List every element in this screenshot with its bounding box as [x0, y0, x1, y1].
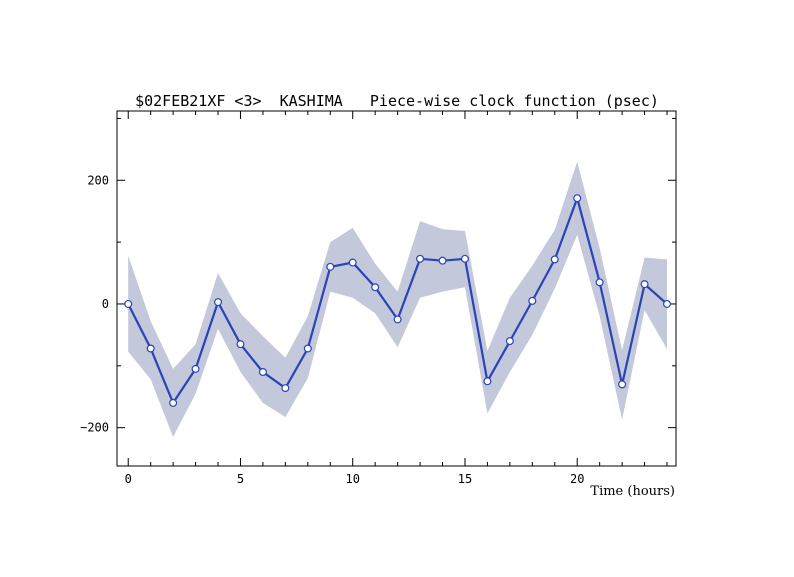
data-point: [528, 296, 537, 305]
data-point: [214, 298, 223, 307]
data-point: [169, 398, 178, 407]
y-tick-label: 200: [87, 173, 109, 187]
x-tick-label: 10: [345, 472, 359, 486]
x-axis-label: Time (hours): [590, 484, 675, 499]
chart-title: $02FEB21XF <3> KASHIMA Piece-wise clock …: [135, 92, 659, 110]
x-tick-label: 5: [237, 472, 244, 486]
data-point: [573, 194, 582, 203]
data-point: [393, 315, 402, 324]
x-tick-label: 20: [570, 472, 584, 486]
x-tick-label: 0: [125, 472, 132, 486]
data-point: [618, 380, 627, 389]
plot-frame: [116, 110, 677, 467]
data-point: [640, 280, 649, 289]
uncertainty-band: [128, 161, 667, 437]
data-point: [663, 299, 672, 308]
data-point: [348, 258, 357, 267]
data-point: [550, 255, 559, 264]
data-point: [326, 262, 335, 271]
data-point: [191, 364, 200, 373]
y-tick-label: 0: [102, 297, 109, 311]
data-point: [146, 344, 155, 353]
data-point: [258, 367, 267, 376]
data-point: [124, 299, 133, 308]
x-tick-label: 15: [458, 472, 472, 486]
data-point: [438, 256, 447, 265]
data-point: [236, 340, 245, 349]
data-point: [371, 283, 380, 292]
data-point: [595, 278, 604, 287]
y-tick-label: −200: [80, 421, 109, 435]
data-point: [483, 377, 492, 386]
data-point: [460, 254, 469, 263]
data-point: [303, 344, 312, 353]
data-point: [281, 384, 290, 393]
data-point: [416, 254, 425, 263]
data-point: [505, 337, 514, 346]
